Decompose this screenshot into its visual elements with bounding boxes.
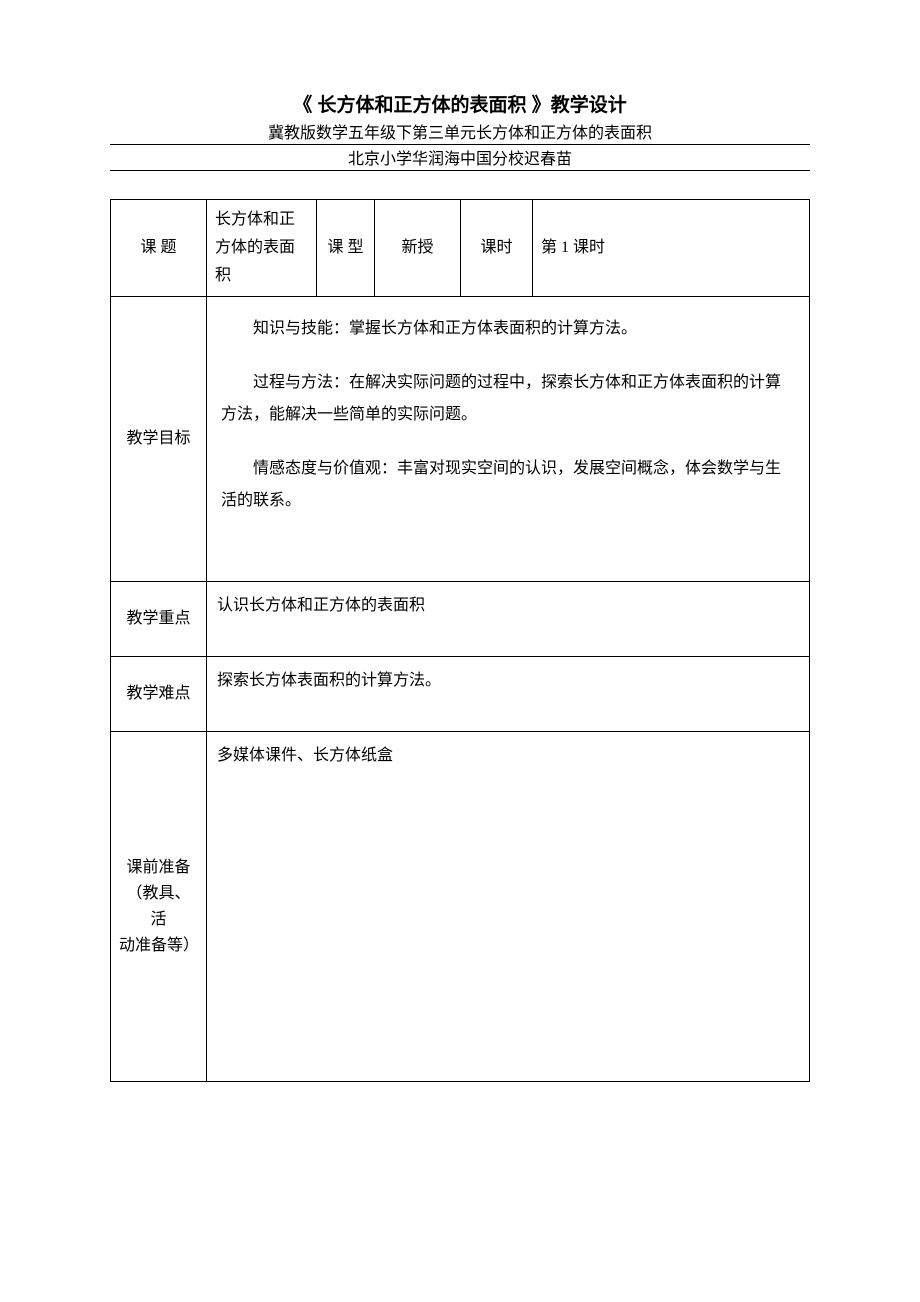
goals-p3: 情感态度与价值观：丰富对现实空间的认识，发展空间概念，体会数学与生活的联系。: [221, 453, 795, 517]
difficulty-label: 教学难点: [111, 657, 207, 732]
type-value: 新授: [375, 200, 461, 297]
period-label: 课时: [461, 200, 533, 297]
subtitle-2-text: 北京小学华润海中国分校迟春苗: [346, 149, 574, 171]
subtitle-line-1: 冀教版数学五年级下第三单元长方体和正方体的表面积: [110, 123, 810, 145]
goals-p2: 过程与方法：在解决实际问题的过程中，探索长方体和正方体表面积的计算方法，能解决一…: [221, 367, 795, 431]
underline-decor: [654, 144, 810, 145]
subtitle-1-text: 冀教版数学五年级下第三单元长方体和正方体的表面积: [266, 123, 654, 145]
topic-label: 课 题: [111, 200, 207, 297]
preparation-value: 多媒体课件、长方体纸盒: [207, 732, 810, 1082]
keypoint-label: 教学重点: [111, 582, 207, 657]
goals-p1: 知识与技能：掌握长方体和正方体表面积的计算方法。: [221, 313, 795, 345]
period-value: 第 1 课时: [533, 200, 810, 297]
lesson-plan-table: 课 题 长方体和正方体的表面积 课 型 新授 课时 第 1 课时 教学目标 知识…: [110, 199, 810, 1082]
subtitle-line-2: 北京小学华润海中国分校迟春苗: [110, 149, 810, 171]
goals-label: 教学目标: [111, 297, 207, 582]
prep-label-line3: 动准备等）: [119, 933, 198, 959]
prep-label-line2: （教具、活: [119, 881, 198, 933]
underline-decor: [110, 170, 346, 171]
keypoint-value: 认识长方体和正方体的表面积: [207, 582, 810, 657]
page-title: 《 长方体和正方体的表面积 》教学设计: [110, 90, 810, 117]
preparation-label: 课前准备 （教具、活 动准备等）: [111, 732, 207, 1082]
type-label: 课 型: [317, 200, 375, 297]
goals-content: 知识与技能：掌握长方体和正方体表面积的计算方法。 过程与方法：在解决实际问题的过…: [207, 297, 810, 582]
underline-decor: [110, 144, 266, 145]
underline-decor: [574, 170, 810, 171]
topic-value: 长方体和正方体的表面积: [207, 200, 317, 297]
prep-label-line1: 课前准备: [119, 855, 198, 881]
difficulty-value: 探索长方体表面积的计算方法。: [207, 657, 810, 732]
